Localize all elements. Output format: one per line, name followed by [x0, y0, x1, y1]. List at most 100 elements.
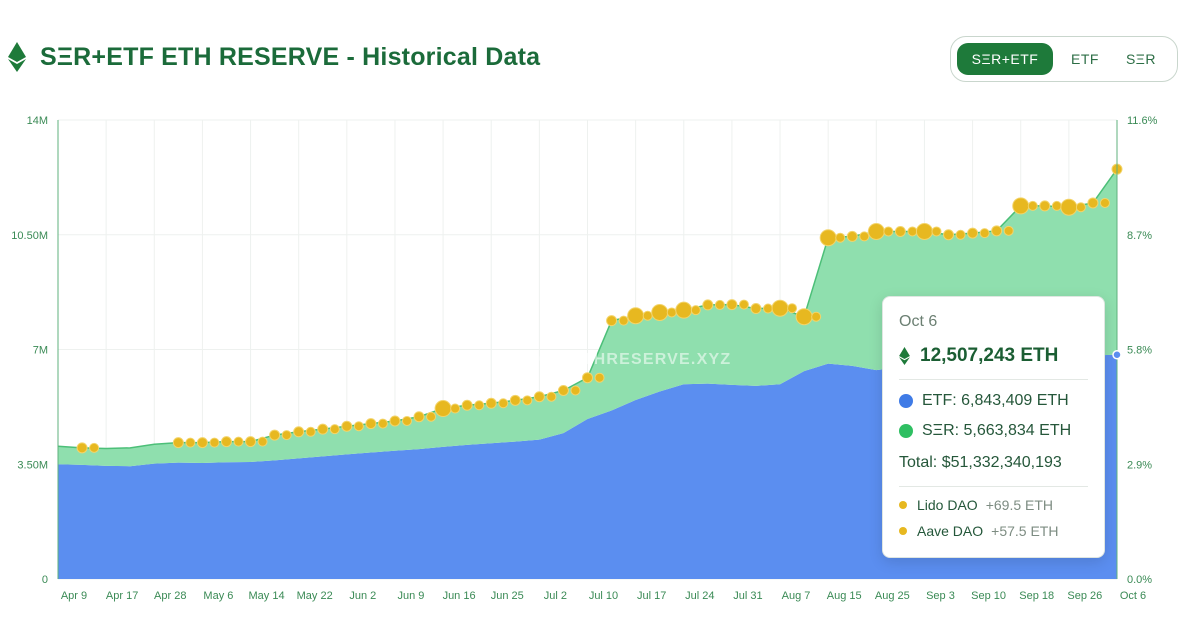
tooltip-date: Oct 6 — [899, 313, 938, 330]
x-tick-label: Apr 28 — [154, 590, 186, 602]
reserve-dot — [750, 303, 762, 315]
x-tick-label: May 22 — [297, 590, 333, 602]
tooltip-etf-row: ETF: 6,843,409 ETH — [899, 392, 1088, 410]
reserve-dot — [305, 426, 316, 437]
reserve-dot — [883, 226, 894, 237]
reserve-dot — [582, 372, 593, 384]
view-toggle: SΞR+ETF ETF SΞR — [950, 36, 1178, 82]
reserve-dot — [811, 311, 822, 322]
reserve-dot — [726, 299, 738, 311]
reserve-dot — [245, 436, 257, 448]
reserve-dot — [979, 228, 990, 239]
reserve-dot — [666, 307, 677, 318]
y-left-tick-label: 0 — [42, 574, 48, 586]
y-left-tick-label: 10.50M — [11, 230, 48, 242]
x-tick-label: Apr 9 — [61, 590, 87, 602]
reserve-dot — [461, 399, 473, 411]
x-tick-label: Sep 3 — [926, 590, 955, 602]
x-tick-label: Jun 9 — [397, 590, 424, 602]
reserve-dot — [627, 307, 645, 325]
reserve-dot — [426, 411, 437, 422]
x-tick-label: Sep 10 — [971, 590, 1006, 602]
x-tick-label: May 14 — [249, 590, 285, 602]
reserve-dot — [389, 415, 401, 427]
reserve-dot — [570, 385, 581, 396]
etf-end-marker — [1112, 349, 1122, 360]
reserve-dot — [967, 227, 979, 239]
reserve-dot — [474, 400, 485, 411]
reserve-dot — [329, 424, 340, 435]
reserve-dot — [991, 225, 1003, 237]
lido-dot — [899, 501, 907, 509]
tooltip-etf-value: ETF: 6,843,409 ETH — [922, 392, 1069, 409]
ethereum-small-icon — [899, 347, 910, 365]
reserve-dot — [1099, 197, 1110, 208]
reserve-dot — [450, 403, 461, 414]
reserve-dot — [413, 411, 425, 423]
y-left-tick-label: 14M — [27, 115, 48, 127]
reserve-dot — [642, 310, 653, 321]
reserve-dot — [341, 420, 353, 432]
reserve-dot — [1039, 200, 1051, 212]
y-right-tick-label: 2.9% — [1127, 459, 1152, 471]
y-left-tick-label: 7M — [33, 345, 48, 357]
x-tick-label: Sep 18 — [1019, 590, 1054, 602]
toggle-ser-etf[interactable]: SΞR+ETF — [957, 43, 1053, 75]
reserve-dot — [1075, 202, 1086, 213]
y-right-tick-label: 5.8% — [1127, 345, 1152, 357]
reserve-dot — [533, 391, 545, 403]
x-tick-label: Jul 17 — [637, 590, 666, 602]
source-amount: +69.5 ETH — [985, 497, 1054, 513]
reserve-dot — [89, 442, 100, 453]
reserve-dot — [1051, 200, 1062, 211]
reserve-dot — [76, 442, 88, 454]
x-tick-label: Jul 24 — [685, 590, 714, 602]
source-name: Lido DAO — [917, 497, 978, 513]
reserve-dot — [594, 372, 605, 383]
reserve-dot — [714, 299, 725, 310]
tooltip-ser-value: SΞR: 5,663,834 ETH — [922, 422, 1072, 439]
reserve-dot — [894, 225, 906, 237]
etf-legend-dot — [899, 394, 913, 408]
reserve-dot — [269, 429, 281, 441]
reserve-dot — [738, 299, 749, 310]
x-tick-label: May 6 — [203, 590, 233, 602]
ser-legend-dot — [899, 424, 913, 438]
reserve-dot — [907, 226, 918, 237]
tooltip-total-eth: 12,507,243 ETH — [899, 345, 1088, 380]
reserve-dot — [293, 426, 305, 438]
ethereum-logo-icon — [8, 42, 26, 72]
reserve-dot — [819, 229, 837, 247]
toggle-ser[interactable]: SΞR — [1125, 51, 1157, 67]
y-right-tick-label: 0.0% — [1127, 574, 1152, 586]
ser-area — [58, 169, 1117, 467]
reserve-dot — [931, 226, 942, 237]
reserve-dot — [233, 436, 244, 447]
x-tick-label: Jun 2 — [349, 590, 376, 602]
tooltip-total-eth-value: 12,507,243 ETH — [920, 345, 1059, 366]
reserve-dot — [509, 394, 521, 406]
reserve-dot — [485, 397, 497, 409]
reserve-dot — [281, 430, 292, 441]
reserve-dot — [771, 299, 789, 317]
reserve-dots — [76, 163, 1123, 454]
reserve-dot — [955, 229, 966, 240]
x-tick-label: Aug 25 — [875, 590, 910, 602]
reserve-dot — [546, 391, 557, 402]
chart-axes: 0 3.50M 7M 10.50M 14M 0.0% 2.9% 5.8% 8.7% 11.6% Ap… — [11, 115, 1157, 602]
hover-tooltip: Oct 6 12,507,243 ETH ETF: 6,843,409 ETH … — [882, 296, 1105, 558]
reserve-dot — [522, 395, 533, 406]
y-right-tick-label: 11.6% — [1127, 115, 1158, 127]
reserve-dot — [606, 315, 618, 327]
tooltip-source-aave: Aave DAO +57.5 ETH — [899, 523, 1088, 539]
tooltip-ser-row: SΞR: 5,663,834 ETH — [899, 422, 1088, 440]
y-left-tick-label: 3.50M — [17, 459, 48, 471]
y-right-tick-label: 8.7% — [1127, 230, 1152, 242]
header: SΞR+ETF ETH RESERVE - Historical Data — [8, 42, 540, 72]
etf-area — [58, 354, 1117, 579]
reserve-dot — [498, 398, 509, 409]
reserve-dot — [651, 303, 669, 321]
reserve-dot — [557, 384, 569, 396]
toggle-etf[interactable]: ETF — [1071, 51, 1099, 67]
